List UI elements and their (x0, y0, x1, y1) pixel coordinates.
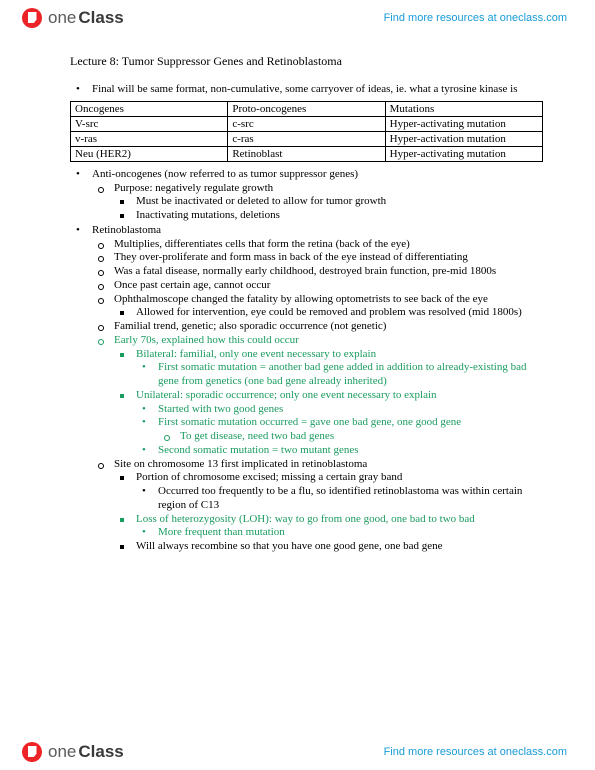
brand-text-1: one (48, 8, 76, 28)
brand-logo-link[interactable]: oneClass (22, 8, 124, 28)
list-item: Site on chromosome 13 first implicated i… (92, 458, 543, 554)
table-cell: Oncogenes (71, 101, 228, 116)
table-cell: c-ras (228, 131, 385, 146)
text: Anti-oncogenes (now referred to as tumor… (92, 168, 358, 180)
list-item: First somatic mutation occurred = gave o… (136, 416, 543, 444)
text: First somatic mutation occurred = gave o… (158, 416, 461, 428)
list-item: Portion of chromosome excised; missing a… (114, 471, 543, 512)
find-resources-link[interactable]: Find more resources at oneclass.com (384, 746, 567, 758)
brand-text-2: Class (78, 742, 123, 762)
list-item: More frequent than mutation (136, 526, 543, 540)
list-item: Was a fatal disease, normally early chil… (92, 265, 543, 279)
intro-bullet: Final will be same format, non-cumulativ… (70, 83, 543, 97)
text: Ophthalmoscope changed the fatality by a… (114, 293, 488, 305)
list-item: Unilateral: sporadic occurrence; only on… (114, 389, 543, 458)
list-item: Will always recombine so that you have o… (114, 540, 543, 554)
brand-icon (22, 742, 42, 762)
list-item: Purpose: negatively regulate growth Must… (92, 182, 543, 223)
list-item: Familial trend, genetic; also sporadic o… (92, 320, 543, 334)
table-cell: Hyper-activation mutation (385, 131, 542, 146)
list-item: Once past certain age, cannot occur (92, 279, 543, 293)
oncogenes-table: Oncogenes Proto-oncogenes Mutations V-sr… (70, 101, 543, 162)
document-body: Lecture 8: Tumor Suppressor Genes and Re… (70, 54, 543, 555)
list-item: Loss of heterozygosity (LOH): way to go … (114, 513, 543, 541)
text: Retinoblastoma (92, 224, 161, 236)
list-item: Early 70s, explained how this could occu… (92, 334, 543, 458)
table-cell: c-src (228, 116, 385, 131)
text: Unilateral: sporadic occurrence; only on… (136, 389, 437, 401)
list-item: Occurred too frequently to be a flu, so … (136, 485, 543, 513)
table-row: v-ras c-ras Hyper-activation mutation (71, 131, 543, 146)
table-cell: Neu (HER2) (71, 146, 228, 161)
list-item: Bilateral: familial, only one event nece… (114, 348, 543, 389)
list-item: To get disease, need two bad genes (158, 430, 543, 444)
list-item: Retinoblastoma Multiplies, differentiate… (70, 224, 543, 554)
table-cell: Retinoblast (228, 146, 385, 161)
list-item: Allowed for intervention, eye could be r… (114, 306, 543, 320)
find-resources-link[interactable]: Find more resources at oneclass.com (384, 12, 567, 24)
table-cell: v-ras (71, 131, 228, 146)
table-cell: Mutations (385, 101, 542, 116)
table-row: V-src c-src Hyper-activating mutation (71, 116, 543, 131)
list-item: Anti-oncogenes (now referred to as tumor… (70, 168, 543, 223)
header: oneClass Find more resources at oneclass… (0, 0, 595, 36)
list-item: Inactivating mutations, deletions (114, 209, 543, 223)
table-cell: Hyper-activating mutation (385, 116, 542, 131)
text: Bilateral: familial, only one event nece… (136, 348, 376, 360)
table-cell: Proto-oncogenes (228, 101, 385, 116)
lecture-title: Lecture 8: Tumor Suppressor Genes and Re… (70, 54, 543, 69)
list-item: Second somatic mutation = two mutant gen… (136, 444, 543, 458)
footer: oneClass Find more resources at oneclass… (0, 734, 595, 770)
table-cell: V-src (71, 116, 228, 131)
list-item: Must be inactivated or deleted to allow … (114, 195, 543, 209)
list-item: Started with two good genes (136, 403, 543, 417)
text: Site on chromosome 13 first implicated i… (114, 458, 367, 470)
list-item: Ophthalmoscope changed the fatality by a… (92, 293, 543, 321)
table-row: Oncogenes Proto-oncogenes Mutations (71, 101, 543, 116)
text: Loss of heterozygosity (LOH): way to go … (136, 513, 475, 525)
list-item: First somatic mutation = another bad gen… (136, 361, 543, 389)
text: Portion of chromosome excised; missing a… (136, 471, 402, 483)
brand-text-2: Class (78, 8, 123, 28)
table-cell: Hyper-activating mutation (385, 146, 542, 161)
list-item: Multiplies, differentiates cells that fo… (92, 238, 543, 252)
table-row: Neu (HER2) Retinoblast Hyper-activating … (71, 146, 543, 161)
text: Early 70s, explained how this could occu… (114, 334, 299, 346)
text: Purpose: negatively regulate growth (114, 182, 273, 194)
brand-icon (22, 8, 42, 28)
list-item: They over-proliferate and form mass in b… (92, 251, 543, 265)
brand-logo-link[interactable]: oneClass (22, 742, 124, 762)
brand-text-1: one (48, 742, 76, 762)
